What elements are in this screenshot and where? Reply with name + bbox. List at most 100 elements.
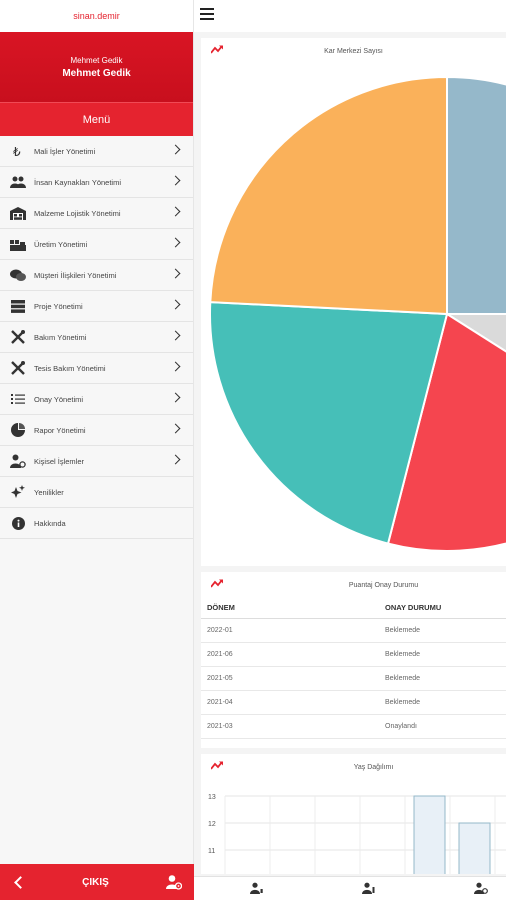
tools-icon (10, 361, 26, 375)
tools-icon (10, 330, 26, 344)
y-tick-label: 13 (208, 794, 216, 801)
sidebar-item[interactable]: İnsan Kaynakları Yönetimi (0, 167, 193, 198)
sidebar-item-label: Hakkında (34, 518, 66, 528)
sidebar-item-label: Tesis Bakım Yönetimi (34, 363, 106, 373)
sidebar-item[interactable]: Malzeme Lojistik Yönetimi (0, 198, 193, 229)
back-icon[interactable] (14, 875, 27, 889)
period-cell: 2021-04 (201, 690, 379, 715)
hamburger-menu-icon[interactable] (200, 8, 214, 21)
pie-slice[interactable] (209, 75, 448, 316)
sidebar-item-label: Müşteri İlişkileri Yönetimi (34, 270, 117, 280)
sidebar-item-label: Bakım Yönetimi (34, 332, 87, 342)
finance-icon: ₺ (10, 144, 26, 158)
sidebar-item[interactable]: ₺ Mali İşler Yönetimi (0, 136, 193, 167)
bar[interactable] (413, 795, 446, 874)
sidebar-item[interactable]: Rapor Yönetimi (0, 415, 193, 446)
sidebar-item-label: İnsan Kaynakları Yönetimi (34, 177, 121, 187)
y-tick-label: 11 (208, 848, 215, 855)
pie-card-title: Kar Merkezi Sayısı (324, 47, 383, 55)
bar-card-title: Yaş Dağılımı (353, 763, 394, 771)
age-distribution-card: Yaş Dağılımı 13121110 (201, 754, 506, 874)
period-cell: 2021-05 (201, 666, 379, 691)
sidebar-item-label: Proje Yönetimi (34, 301, 83, 311)
pie-slice[interactable] (209, 301, 449, 545)
approval-table: DÖNEM ONAY DURUMU 2022-01 Beklemede 2021-0… (201, 598, 506, 739)
user-settings-icon[interactable] (165, 874, 182, 890)
y-tick-label: 12 (208, 821, 216, 828)
card-header: Puantaj Onay Durumu (201, 572, 506, 598)
server-icon (10, 299, 26, 313)
bottom-navigation (194, 876, 506, 900)
sidebar-item-label: Rapor Yönetimi (34, 425, 86, 435)
sidebar-item[interactable]: Tesis Bakım Yönetimi (0, 353, 193, 384)
sidebar-item-label: Mali İşler Yönetimi (34, 146, 96, 156)
svg-text:₺: ₺ (13, 145, 21, 158)
table-row[interactable]: 2021-04 Beklemede (201, 690, 506, 715)
sidebar-item[interactable]: Proje Yönetimi (0, 291, 193, 322)
sidebar-item-label: Kişisel İşlemler (34, 456, 85, 466)
profile-name-large: Mehmet Gedik (62, 67, 131, 79)
period-cell: 2021-03 (201, 714, 379, 739)
user-settings-icon (10, 454, 26, 468)
sidebar-item-label: Üretim Yönetimi (34, 239, 88, 249)
pie-chart-icon (10, 423, 26, 437)
pie-slice[interactable] (386, 312, 506, 552)
sidebar-item[interactable]: Kişisel İşlemler (0, 446, 193, 477)
card-header: Kar Merkezi Sayısı (201, 38, 506, 64)
status-cell: Beklemede (379, 642, 506, 667)
pie-slice[interactable] (446, 75, 506, 315)
profile-name-small: Mehmet Gedik (70, 55, 123, 65)
info-icon (10, 516, 26, 530)
user-tab-icon[interactable] (362, 882, 376, 894)
trend-icon (211, 761, 223, 770)
sidebar-menu: ₺ Mali İşler Yönetimi İnsan Kaynakları Yön… (0, 136, 193, 539)
table-header-row: DÖNEM ONAY DURUMU (201, 598, 506, 619)
sidebar-footer: ÇIKIŞ (0, 864, 194, 900)
column-header-status: ONAY DURUMU (379, 598, 506, 619)
card-header: Yaş Dağılımı (201, 754, 506, 780)
sparkle-icon (10, 485, 26, 499)
pie-chart (209, 75, 506, 552)
logout-button[interactable]: ÇIKIŞ (82, 876, 109, 888)
bar-chart: 13121110 (208, 794, 506, 874)
sidebar-item[interactable]: Hakkında (0, 508, 193, 539)
profile-header: Mehmet Gedik Mehmet Gedik (0, 32, 193, 102)
status-cell: Beklemede (379, 666, 506, 691)
table-row[interactable]: 2021-03 Onaylandı (201, 714, 506, 739)
sidebar-item[interactable]: Yenilikler (0, 477, 193, 508)
trend-icon (211, 45, 223, 54)
sidebar-item-label: Malzeme Lojistik Yönetimi (34, 208, 121, 218)
sidebar-item[interactable]: Onay Yönetimi (0, 384, 193, 415)
sidebar-item[interactable]: Üretim Yönetimi (0, 229, 193, 260)
top-bar (194, 0, 506, 32)
menu-title: Menü (0, 102, 193, 136)
status-cell: Beklemede (379, 618, 506, 643)
sidebar-item[interactable]: Müşteri İlişkileri Yönetimi (0, 260, 193, 291)
sidebar: sinan.demir Mehmet Gedik Mehmet Gedik Me… (0, 0, 194, 900)
sidebar-item-label: Onay Yönetimi (34, 394, 84, 404)
factory-icon (10, 237, 26, 251)
table-card-title: Puantaj Onay Durumu (348, 581, 419, 589)
column-header-period: DÖNEM (201, 598, 379, 619)
table-row[interactable]: 2021-06 Beklemede (201, 642, 506, 667)
sidebar-item[interactable]: Bakım Yönetimi (0, 322, 193, 353)
user-tab-icon[interactable] (250, 882, 264, 894)
people-icon (10, 175, 26, 189)
period-cell: 2021-06 (201, 642, 379, 667)
status-cell: Beklemede (379, 690, 506, 715)
status-cell: Onaylandı (379, 714, 506, 739)
sidebar-item-label: Yenilikler (34, 487, 64, 497)
chat-icon (10, 268, 26, 282)
pie-chart-card: Kar Merkezi Sayısı (201, 38, 506, 566)
bar[interactable] (458, 822, 491, 874)
period-cell: 2022-01 (201, 618, 379, 643)
table-row[interactable]: 2022-01 Beklemede (201, 618, 506, 643)
checklist-icon (10, 392, 26, 406)
approval-table-card: Puantaj Onay Durumu DÖNEM ONAY DURUMU 20… (201, 572, 506, 748)
trend-icon (211, 579, 223, 588)
username-label: sinan.demir (0, 0, 193, 32)
user-settings-tab-icon[interactable] (474, 882, 488, 894)
warehouse-icon (10, 206, 26, 220)
table-row[interactable]: 2021-05 Beklemede (201, 666, 506, 691)
